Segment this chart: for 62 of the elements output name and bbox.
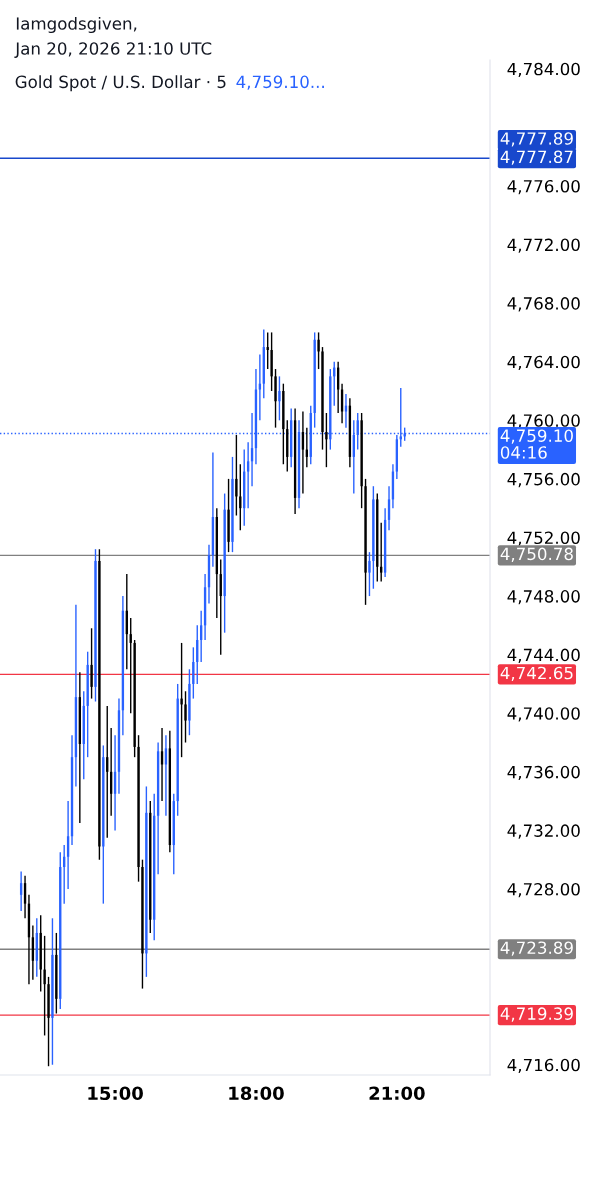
- candlestick: [270, 331, 273, 392]
- candlestick: [231, 456, 234, 553]
- candlestick: [274, 368, 277, 429]
- y-tick-label: 4,752.00: [507, 531, 580, 546]
- candlestick: [278, 375, 281, 421]
- y-tick-label: 4,776.00: [507, 179, 580, 195]
- y-tick-label: 4,784.00: [507, 62, 580, 78]
- text: Iamgodsgiven,: [16, 16, 137, 34]
- y-tick-label: 4,728.00: [507, 882, 580, 898]
- candlestick: [192, 646, 195, 700]
- annotation: 4,759.10...: [236, 75, 324, 90]
- text: 4,777.87: [500, 150, 573, 165]
- candlestick: [325, 412, 328, 468]
- candlestick: [133, 639, 136, 758]
- ref-line-label: 4,723.89: [500, 941, 573, 956]
- ref-line-label: 4,742.65: [500, 666, 573, 681]
- y-tick-label: 4,748.00: [507, 590, 580, 605]
- candlestick: [235, 434, 238, 517]
- y-tick-label: 4,740.00: [507, 707, 580, 722]
- ref-line-label: 4,777.89: [500, 132, 573, 147]
- candlestick: [137, 734, 140, 883]
- candlestick: [98, 548, 101, 861]
- text: Gold Spot / U.S. Dollar · 5: [15, 75, 226, 92]
- candlestick: [360, 412, 363, 509]
- candlestick: [282, 382, 285, 465]
- candlestick: [55, 932, 58, 1015]
- candlestick: [223, 492, 226, 634]
- y-tick-label: 4,764.00: [507, 355, 580, 370]
- y-tick-label: 4,716.00: [507, 1058, 580, 1074]
- candlestick: [51, 917, 54, 1066]
- candlestick: [47, 976, 50, 1067]
- candlestick: [246, 441, 250, 509]
- text: Jan 20, 2026 21:10 UTC: [14, 42, 212, 58]
- y-tick-label: 4,736.00: [507, 765, 580, 781]
- x-tick-label: 18:00: [229, 1086, 284, 1101]
- y-tick-label: 4,756.00: [507, 472, 580, 488]
- candlestick: [188, 668, 191, 736]
- candlestick: [43, 935, 46, 1037]
- ref-line-label: 4,719.39: [500, 1007, 573, 1022]
- ref-line-label: 4,759.10 04:16: [500, 429, 573, 459]
- candlestick: [180, 642, 183, 758]
- candlestick: [94, 548, 97, 703]
- candlestick: [368, 551, 371, 597]
- candlestick: [372, 485, 375, 590]
- candlestick: [86, 651, 89, 758]
- candlestick: [313, 331, 316, 429]
- y-tick-label: 4,772.00: [507, 238, 580, 253]
- candlestick: [317, 331, 320, 370]
- y-tick-label: 4,744.00: [507, 648, 580, 663]
- candlestick: [227, 478, 230, 553]
- candlestick: [90, 627, 93, 700]
- y-tick-label: 4,768.00: [507, 297, 580, 312]
- candlestick: [364, 478, 367, 606]
- candlestick: [321, 346, 324, 451]
- y-tick-label: 4,732.00: [507, 824, 580, 839]
- x-tick-label: 21:00: [369, 1086, 425, 1101]
- candlestick: [141, 859, 144, 990]
- ref-line-label: 4,750.78: [500, 547, 573, 562]
- y-tick-label: 4,760.00: [507, 414, 580, 429]
- candlestick: [145, 785, 148, 978]
- x-tick-label: 15:00: [88, 1086, 143, 1101]
- candlestick: [184, 690, 187, 744]
